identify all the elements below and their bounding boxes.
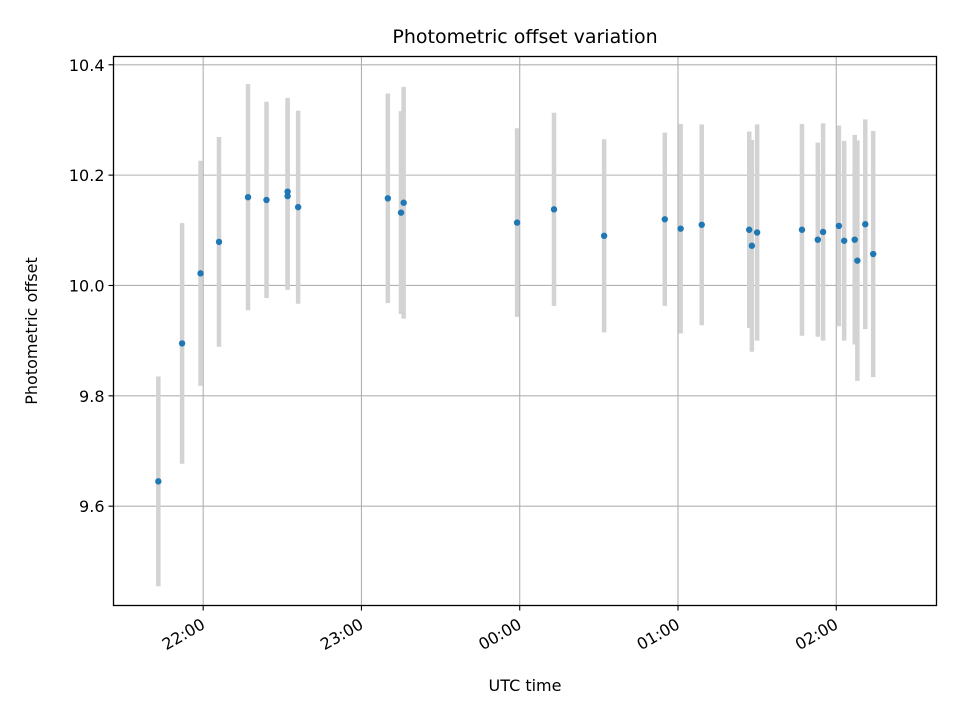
data-point (397, 209, 405, 216)
data-point (661, 216, 669, 223)
data-point (600, 232, 608, 240)
data-point (814, 236, 821, 243)
y-axis-label: Photometric offset (22, 257, 41, 405)
data-point (851, 236, 858, 243)
plot-area-frame (112, 55, 938, 607)
y-tick-label: 10.4 (69, 56, 105, 75)
data-point (835, 222, 843, 230)
data-point (840, 237, 848, 244)
data-point (263, 196, 270, 204)
data-point (550, 206, 558, 213)
data-point (244, 193, 252, 201)
chart-title: Photometric offset variation (392, 26, 657, 48)
y-tick-label: 10.2 (69, 166, 105, 185)
data-point (197, 270, 204, 277)
data-point (862, 221, 869, 228)
data-point (677, 225, 684, 232)
data-point (400, 199, 407, 206)
data-point (384, 195, 392, 202)
data-point (513, 219, 521, 226)
point-layer (155, 188, 877, 485)
y-tick-label: 9.6 (79, 497, 104, 516)
data-point (819, 228, 827, 236)
data-point (748, 242, 756, 249)
data-point (798, 226, 806, 233)
data-point (753, 229, 761, 236)
data-point (178, 340, 186, 347)
data-point (869, 250, 877, 258)
data-point (284, 188, 291, 195)
data-point (284, 192, 291, 200)
data-point (746, 226, 753, 233)
data-point (698, 221, 705, 228)
grid-layer (113, 56, 937, 606)
x-axis-label: UTC time (489, 676, 562, 695)
data-point (854, 257, 861, 264)
data-point (215, 238, 223, 246)
y-tick-label: 9.8 (79, 387, 104, 406)
data-point (294, 203, 302, 211)
y-tick-label: 10.0 (69, 276, 105, 295)
data-point (155, 478, 162, 485)
